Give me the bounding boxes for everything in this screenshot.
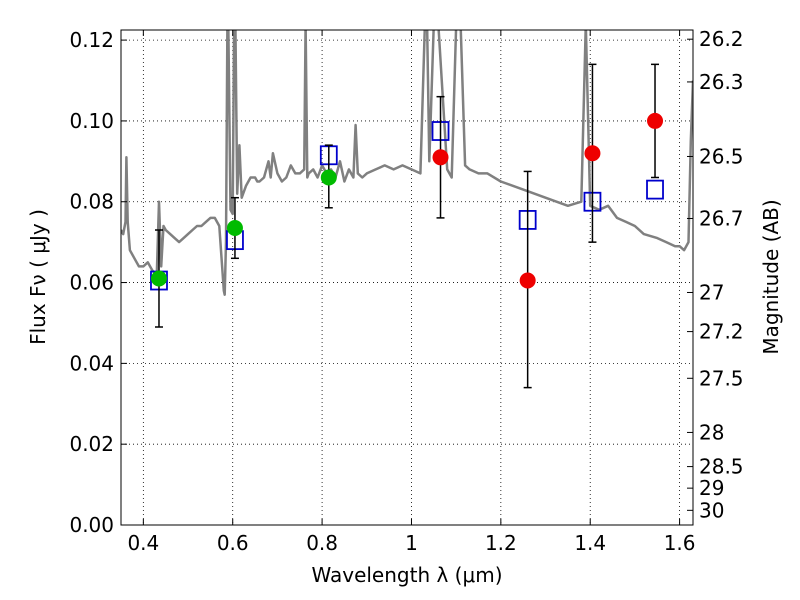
mag-tick-label: 30 bbox=[699, 498, 724, 522]
plot-area bbox=[121, 30, 693, 389]
x-tick-label: 0.4 bbox=[127, 531, 159, 555]
observed-point bbox=[432, 149, 449, 166]
x-tick-label: 1.4 bbox=[574, 531, 606, 555]
y-tick-label: 0.04 bbox=[69, 351, 114, 375]
mag-tick-label: 28 bbox=[699, 420, 724, 444]
y-axis-label: Flux Fν ( μJy ) bbox=[26, 209, 50, 345]
mag-tick-label: 28.5 bbox=[699, 455, 744, 479]
plot-frame bbox=[120, 29, 694, 526]
observed-point bbox=[150, 270, 167, 287]
mag-tick-label: 26.2 bbox=[699, 27, 744, 51]
observed-point bbox=[320, 169, 337, 186]
mag-tick-label: 27.2 bbox=[699, 320, 744, 344]
y-tick-label: 0.08 bbox=[69, 190, 114, 214]
mag-tick-label: 26.7 bbox=[699, 206, 744, 230]
mag-tick-label: 27 bbox=[699, 280, 724, 304]
mag-tick-label: 26.5 bbox=[699, 144, 744, 168]
y-tick-label: 0.10 bbox=[69, 109, 114, 133]
x-axis-label: Wavelength λ (μm) bbox=[311, 563, 502, 587]
mag-tick-label: 29 bbox=[699, 476, 724, 500]
mag-tick-label: 26.3 bbox=[699, 70, 744, 94]
observed-point bbox=[584, 145, 601, 162]
observed-point bbox=[226, 220, 243, 236]
x-tick-label: 1 bbox=[405, 531, 418, 555]
y-tick-label: 0.06 bbox=[69, 271, 114, 295]
model-square bbox=[646, 179, 664, 200]
y-tick-label: 0.12 bbox=[69, 28, 114, 52]
y2-axis-label: Magnitude (AB) bbox=[759, 199, 783, 354]
sed-template-line bbox=[121, 30, 693, 296]
ticks: 0.4 0.6 0.8 1 1.2 1.4 1.6 0.00 0.02 0.04 0.06 0.08 0… bbox=[69, 27, 743, 555]
x-tick-label: 0.6 bbox=[217, 531, 249, 555]
x-tick-label: 1.6 bbox=[664, 531, 696, 555]
observed-point bbox=[647, 112, 664, 129]
y-tick-label: 0.02 bbox=[69, 432, 114, 456]
observed-point bbox=[519, 272, 536, 289]
x-tick-label: 0.8 bbox=[306, 531, 338, 555]
x-tick-label: 1.2 bbox=[485, 531, 517, 555]
y-tick-label: 0.00 bbox=[69, 513, 114, 537]
mag-tick-label: 27.5 bbox=[699, 366, 744, 390]
